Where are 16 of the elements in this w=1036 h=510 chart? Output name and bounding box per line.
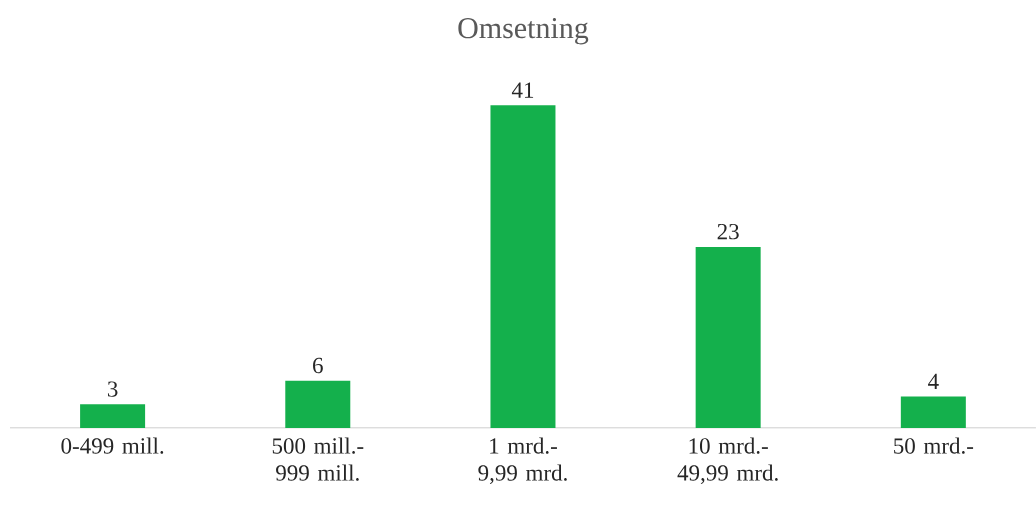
bar xyxy=(80,404,146,428)
x-tick-label: 0-499 mill. xyxy=(61,437,164,454)
data-label: 23 xyxy=(717,223,739,240)
bar xyxy=(900,396,966,428)
data-label: 4 xyxy=(928,373,939,389)
x-tick-label: 50 mrd.- xyxy=(894,437,974,454)
bar xyxy=(695,246,761,428)
data-label: 41 xyxy=(511,82,534,98)
bar xyxy=(490,105,556,428)
data-label: 6 xyxy=(313,357,323,374)
bar xyxy=(285,380,351,428)
chart-title: Omsetning xyxy=(458,18,589,45)
data-label: 3 xyxy=(107,381,118,397)
x-tick-label: 1 mrd.-9,99 mrd. xyxy=(478,437,567,485)
x-tick-label: 500 mill.-999 mill. xyxy=(272,437,364,481)
x-tick-label: 10 mrd.-49,99 mrd. xyxy=(677,437,778,485)
